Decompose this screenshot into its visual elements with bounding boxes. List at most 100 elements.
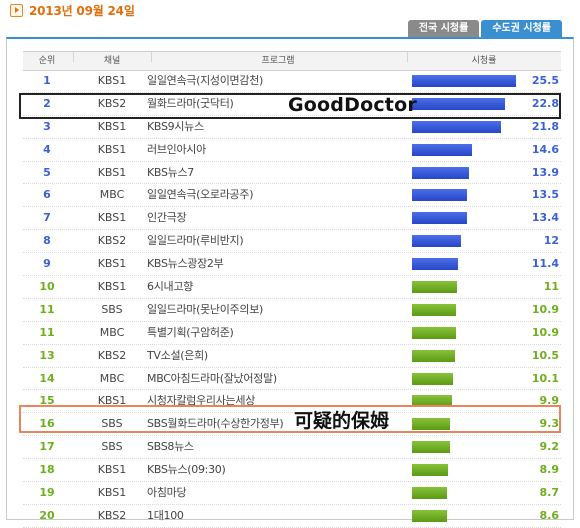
rating-cell: 10.9 <box>531 325 559 339</box>
rating-bar <box>412 349 455 362</box>
date-header: 2013년 09월 24일 <box>10 2 135 18</box>
channel-cell: KBS1 <box>97 486 127 500</box>
rating-cell: 25.5 <box>531 74 559 87</box>
rank-cell: 11 <box>39 302 55 316</box>
rating-bar <box>412 166 469 179</box>
channel-cell: KBS1 <box>97 257 127 271</box>
rank-cell: 9 <box>43 257 51 271</box>
table-row: 7 KBS1 인간극장 13.4 <box>23 207 561 231</box>
rating-bar <box>412 235 461 248</box>
channel-cell: MBC <box>99 325 125 339</box>
rank-cell: 20 <box>39 508 55 522</box>
header-rank: 순위 <box>38 56 56 66</box>
tab-nationwide[interactable]: 전국 시청률 <box>407 20 480 37</box>
channel-cell: KBS1 <box>97 74 127 87</box>
rank-cell: 15 <box>39 394 55 408</box>
header-rating: 시청률 <box>471 56 497 66</box>
table-row: 3 KBS1 KBS9시뉴스 21.8 <box>23 116 561 139</box>
table-row: 13 KBS2 TV소설(은희) 10.5 <box>23 345 561 368</box>
rank-cell: 16 <box>39 417 55 431</box>
rating-bar <box>412 189 467 202</box>
rating-cell: 8.7 <box>539 486 560 500</box>
table-row: 6 MBC 일일연속극(오로라공주) 13.5 <box>23 184 561 208</box>
rating-bar <box>412 97 505 110</box>
program-cell[interactable]: 시청자칼럼우리사는세상 <box>147 394 256 408</box>
program-cell[interactable]: KBS뉴스(09:30) <box>147 463 226 477</box>
program-cell[interactable]: 일일드라마(못난이주의보) <box>147 302 264 316</box>
table-row: 18 KBS1 KBS뉴스(09:30) 8.9 <box>23 459 561 483</box>
program-cell[interactable]: TV소설(은희) <box>147 348 208 362</box>
program-cell[interactable]: 인간극장 <box>147 211 187 225</box>
rating-bar <box>412 281 457 294</box>
rating-bar <box>412 212 467 225</box>
ratings-table-body: 1 KBS1 일일연속극(지성이면감천) 25.5 2 KBS2 월화드라마(굿닥터) 22.… <box>23 70 561 528</box>
table-row: 19 KBS1 아침마당 8.7 <box>23 482 561 505</box>
rank-cell: 18 <box>39 463 55 477</box>
rating-bar <box>412 143 472 156</box>
rating-cell: 13.9 <box>531 165 559 179</box>
rating-cell: 13.4 <box>531 211 559 225</box>
program-cell[interactable]: KBS뉴스광장2부 <box>147 257 224 271</box>
rating-bar <box>412 303 456 316</box>
rating-cell: 10.5 <box>531 348 559 362</box>
date-label: 2013년 09월 24일 <box>29 3 135 18</box>
channel-cell: SBS <box>101 440 123 454</box>
channel-cell: MBC <box>99 188 125 202</box>
rating-bar <box>412 258 458 271</box>
table-row: 4 KBS1 러브인아시아 14.6 <box>23 139 561 162</box>
table-row: 11 SBS 일일드라마(못난이주의보) 10.9 <box>23 299 561 322</box>
rating-bar <box>412 487 447 500</box>
rating-cell: 11.4 <box>531 257 559 271</box>
rank-cell: 4 <box>43 142 51 156</box>
rating-cell: 10.1 <box>531 371 559 385</box>
program-cell[interactable]: 월화드라마(굿닥터) <box>147 96 234 110</box>
tab-capital-area[interactable]: 수도권 시청률 <box>481 20 562 37</box>
program-cell[interactable]: SBS월화드라마(수상한가정부) <box>147 417 284 431</box>
program-cell[interactable]: 1대100 <box>147 508 184 522</box>
program-cell[interactable]: 일일드라마(루비반지) <box>147 234 244 248</box>
rank-cell: 7 <box>43 211 51 225</box>
table-row: 1 KBS1 일일연속극(지성이면감천) 25.5 <box>23 70 561 93</box>
rating-cell: 9.3 <box>539 417 560 431</box>
table-row: 17 SBS SBS8뉴스 9.2 <box>23 436 561 460</box>
channel-cell: SBS <box>101 302 123 316</box>
channel-cell: SBS <box>101 417 123 431</box>
rank-cell: 2 <box>43 96 51 110</box>
channel-cell: KBS1 <box>97 142 127 156</box>
header-program: 프로그램 <box>261 56 295 66</box>
program-cell[interactable]: KBS9시뉴스 <box>147 119 204 133</box>
rating-bar <box>412 120 501 133</box>
rating-cell: 10.9 <box>531 302 559 316</box>
table-header: 순위 채널 프로그램 시청률 <box>23 51 561 71</box>
rating-bar <box>412 441 450 454</box>
rating-cell: 8.9 <box>539 463 560 477</box>
table-row: 2 KBS2 월화드라마(굿닥터) 22.8 <box>23 93 561 116</box>
rank-cell: 14 <box>39 371 55 385</box>
table-row: 9 KBS1 KBS뉴스광장2부 11.4 <box>23 253 561 277</box>
header-channel: 채널 <box>103 56 121 66</box>
program-cell[interactable]: 러브인아시아 <box>147 142 206 156</box>
program-cell[interactable]: 일일연속극(오로라공주) <box>147 188 254 202</box>
program-cell[interactable]: 일일연속극(지성이면감천) <box>147 74 264 87</box>
channel-cell: KBS1 <box>97 280 127 294</box>
table-row: 5 KBS1 KBS뉴스7 13.9 <box>23 162 561 185</box>
rank-cell: 17 <box>39 440 55 454</box>
program-cell[interactable]: MBC아침드라마(잘났어정말) <box>147 371 277 385</box>
rank-cell: 11 <box>39 325 55 339</box>
rank-cell: 19 <box>39 486 55 500</box>
program-cell[interactable]: KBS뉴스7 <box>147 165 194 179</box>
rating-bar <box>412 418 450 431</box>
channel-cell: KBS2 <box>97 234 127 248</box>
rating-cell: 8.6 <box>539 508 560 522</box>
rank-cell: 10 <box>39 280 55 294</box>
annotation-suspicious-housekeeper: 可疑的保姆 <box>294 410 390 432</box>
program-cell[interactable]: SBS8뉴스 <box>147 440 194 454</box>
program-cell[interactable]: 특별기획(구암허준) <box>147 325 234 339</box>
rating-bar <box>412 326 456 339</box>
table-row: 20 KBS2 1대100 8.6 <box>23 505 561 528</box>
program-cell[interactable]: 아침마당 <box>147 486 187 500</box>
program-cell[interactable]: 6시내고향 <box>147 280 193 294</box>
rating-cell: 12 <box>543 234 559 248</box>
rating-bar <box>412 509 447 522</box>
rank-cell: 8 <box>43 234 51 248</box>
